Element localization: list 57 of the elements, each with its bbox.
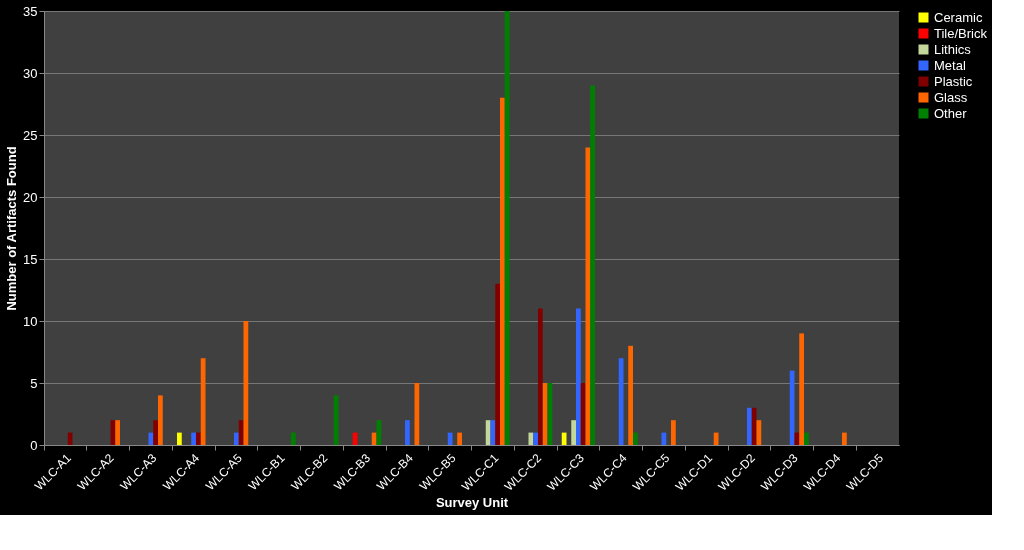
- legend-label: Ceramic: [934, 9, 983, 25]
- legend-label: Metal: [934, 57, 966, 73]
- legend-label: Plastic: [934, 73, 973, 89]
- bar: [457, 432, 462, 445]
- bar: [633, 432, 638, 445]
- bar: [789, 370, 795, 445]
- y-tick-label: 10: [23, 313, 38, 329]
- bar: [618, 358, 624, 445]
- y-tick-label: 20: [23, 189, 38, 205]
- y-axis-title: Number of Artifacts Found: [4, 146, 20, 311]
- bar: [590, 85, 595, 445]
- bar: [504, 11, 510, 445]
- bar: [533, 432, 538, 445]
- bar: [747, 407, 752, 445]
- bar: [799, 333, 804, 445]
- bar: [115, 420, 120, 445]
- bar: [67, 432, 73, 445]
- bar: [447, 432, 453, 445]
- legend-label: Tile/Brick: [934, 25, 988, 41]
- y-tick-label: 35: [23, 3, 38, 19]
- y-tick-label: 0: [30, 437, 38, 453]
- bar: [561, 432, 567, 445]
- bar: [542, 383, 548, 445]
- bar: [158, 395, 163, 445]
- bar: [177, 432, 182, 445]
- bar: [580, 383, 586, 445]
- bar: [333, 395, 339, 445]
- bar: [352, 432, 358, 445]
- bar: [804, 432, 809, 445]
- bar: [196, 432, 201, 445]
- legend-label: Lithics: [934, 41, 972, 57]
- bar: [571, 420, 576, 445]
- bar: [485, 420, 491, 445]
- bar: [238, 420, 244, 445]
- bar: [371, 432, 377, 445]
- bar: [234, 432, 239, 445]
- bar: [495, 283, 500, 445]
- bar: [713, 432, 719, 445]
- bar: [191, 432, 196, 445]
- bar: [538, 308, 543, 445]
- x-axis-title: Survey Unit: [435, 494, 509, 510]
- bar: [842, 432, 847, 445]
- y-tick-label: 5: [30, 375, 38, 391]
- bar: [751, 407, 757, 445]
- bar: [405, 420, 410, 445]
- bar: [500, 97, 505, 445]
- bar: [628, 345, 633, 445]
- bar: [153, 420, 158, 445]
- legend-label: Other: [934, 105, 968, 121]
- y-tick-label: 25: [23, 127, 38, 143]
- bar: [576, 308, 581, 445]
- bar: [291, 432, 296, 445]
- bar: [671, 420, 676, 445]
- y-tick-label: 15: [23, 251, 38, 267]
- y-tick-label: 30: [23, 65, 38, 81]
- bar: [200, 358, 206, 445]
- legend-label: Glass: [934, 89, 968, 105]
